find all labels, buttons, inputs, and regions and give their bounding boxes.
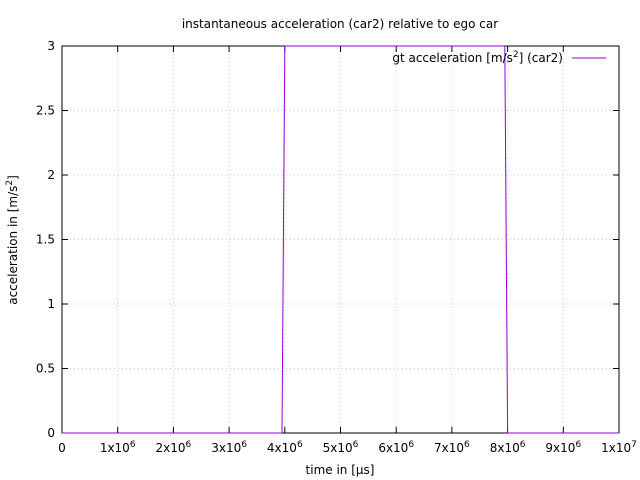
legend: gt acceleration [m/s2] (car2) bbox=[392, 50, 606, 65]
legend-label: gt acceleration [m/s2] (car2) bbox=[392, 50, 563, 65]
y-tick-label: 2 bbox=[47, 168, 55, 182]
x-axis-label: time in [μs] bbox=[306, 463, 375, 477]
x-tick-labels: 0 1x106 2x106 3x106 4x106 5x106 6x106 7x106 8x10… bbox=[58, 440, 637, 455]
x-tick-label: 0 bbox=[58, 441, 66, 455]
x-tick-label: 8x106 bbox=[490, 440, 526, 455]
legend-label-main: gt acceleration [m/s bbox=[392, 51, 513, 65]
legend-label-end: ] (car2) bbox=[519, 51, 563, 65]
y-axis-label: acceleration in [m/s2] bbox=[5, 175, 20, 305]
y-axis-label-main: acceleration in [m/s bbox=[6, 186, 20, 305]
y-tick-label: 1 bbox=[47, 297, 55, 311]
x-tick-label: 5x106 bbox=[323, 440, 359, 455]
x-tick-label: 1x107 bbox=[601, 440, 637, 455]
y-tick-label: 3 bbox=[47, 39, 55, 53]
chart-title: instantaneous acceleration (car2) relati… bbox=[182, 17, 498, 31]
x-tick-label: 4x106 bbox=[267, 440, 303, 455]
y-tick-label: 0 bbox=[47, 426, 55, 440]
y-tick-label: 0.5 bbox=[36, 362, 55, 376]
x-tick-label: 7x106 bbox=[434, 440, 470, 455]
series-layer bbox=[62, 45, 619, 434]
x-tick-label: 2x106 bbox=[156, 440, 192, 455]
x-tick-label: 1x106 bbox=[100, 440, 136, 455]
y-axis-label-sup: 2 bbox=[5, 180, 15, 186]
y-tick-label: 2.5 bbox=[36, 104, 55, 118]
legend-label-sup: 2 bbox=[513, 50, 519, 60]
y-tick-label: 1.5 bbox=[36, 233, 55, 247]
grid bbox=[62, 46, 619, 433]
x-tick-label: 9x106 bbox=[545, 440, 581, 455]
x-tick-label: 6x106 bbox=[378, 440, 414, 455]
y-axis-label-end: ] bbox=[6, 175, 20, 180]
y-tick-labels: 0 0.5 1 1.5 2 2.5 3 bbox=[36, 39, 55, 440]
series-line-car2 bbox=[62, 45, 619, 434]
x-tick-label: 3x106 bbox=[211, 440, 247, 455]
